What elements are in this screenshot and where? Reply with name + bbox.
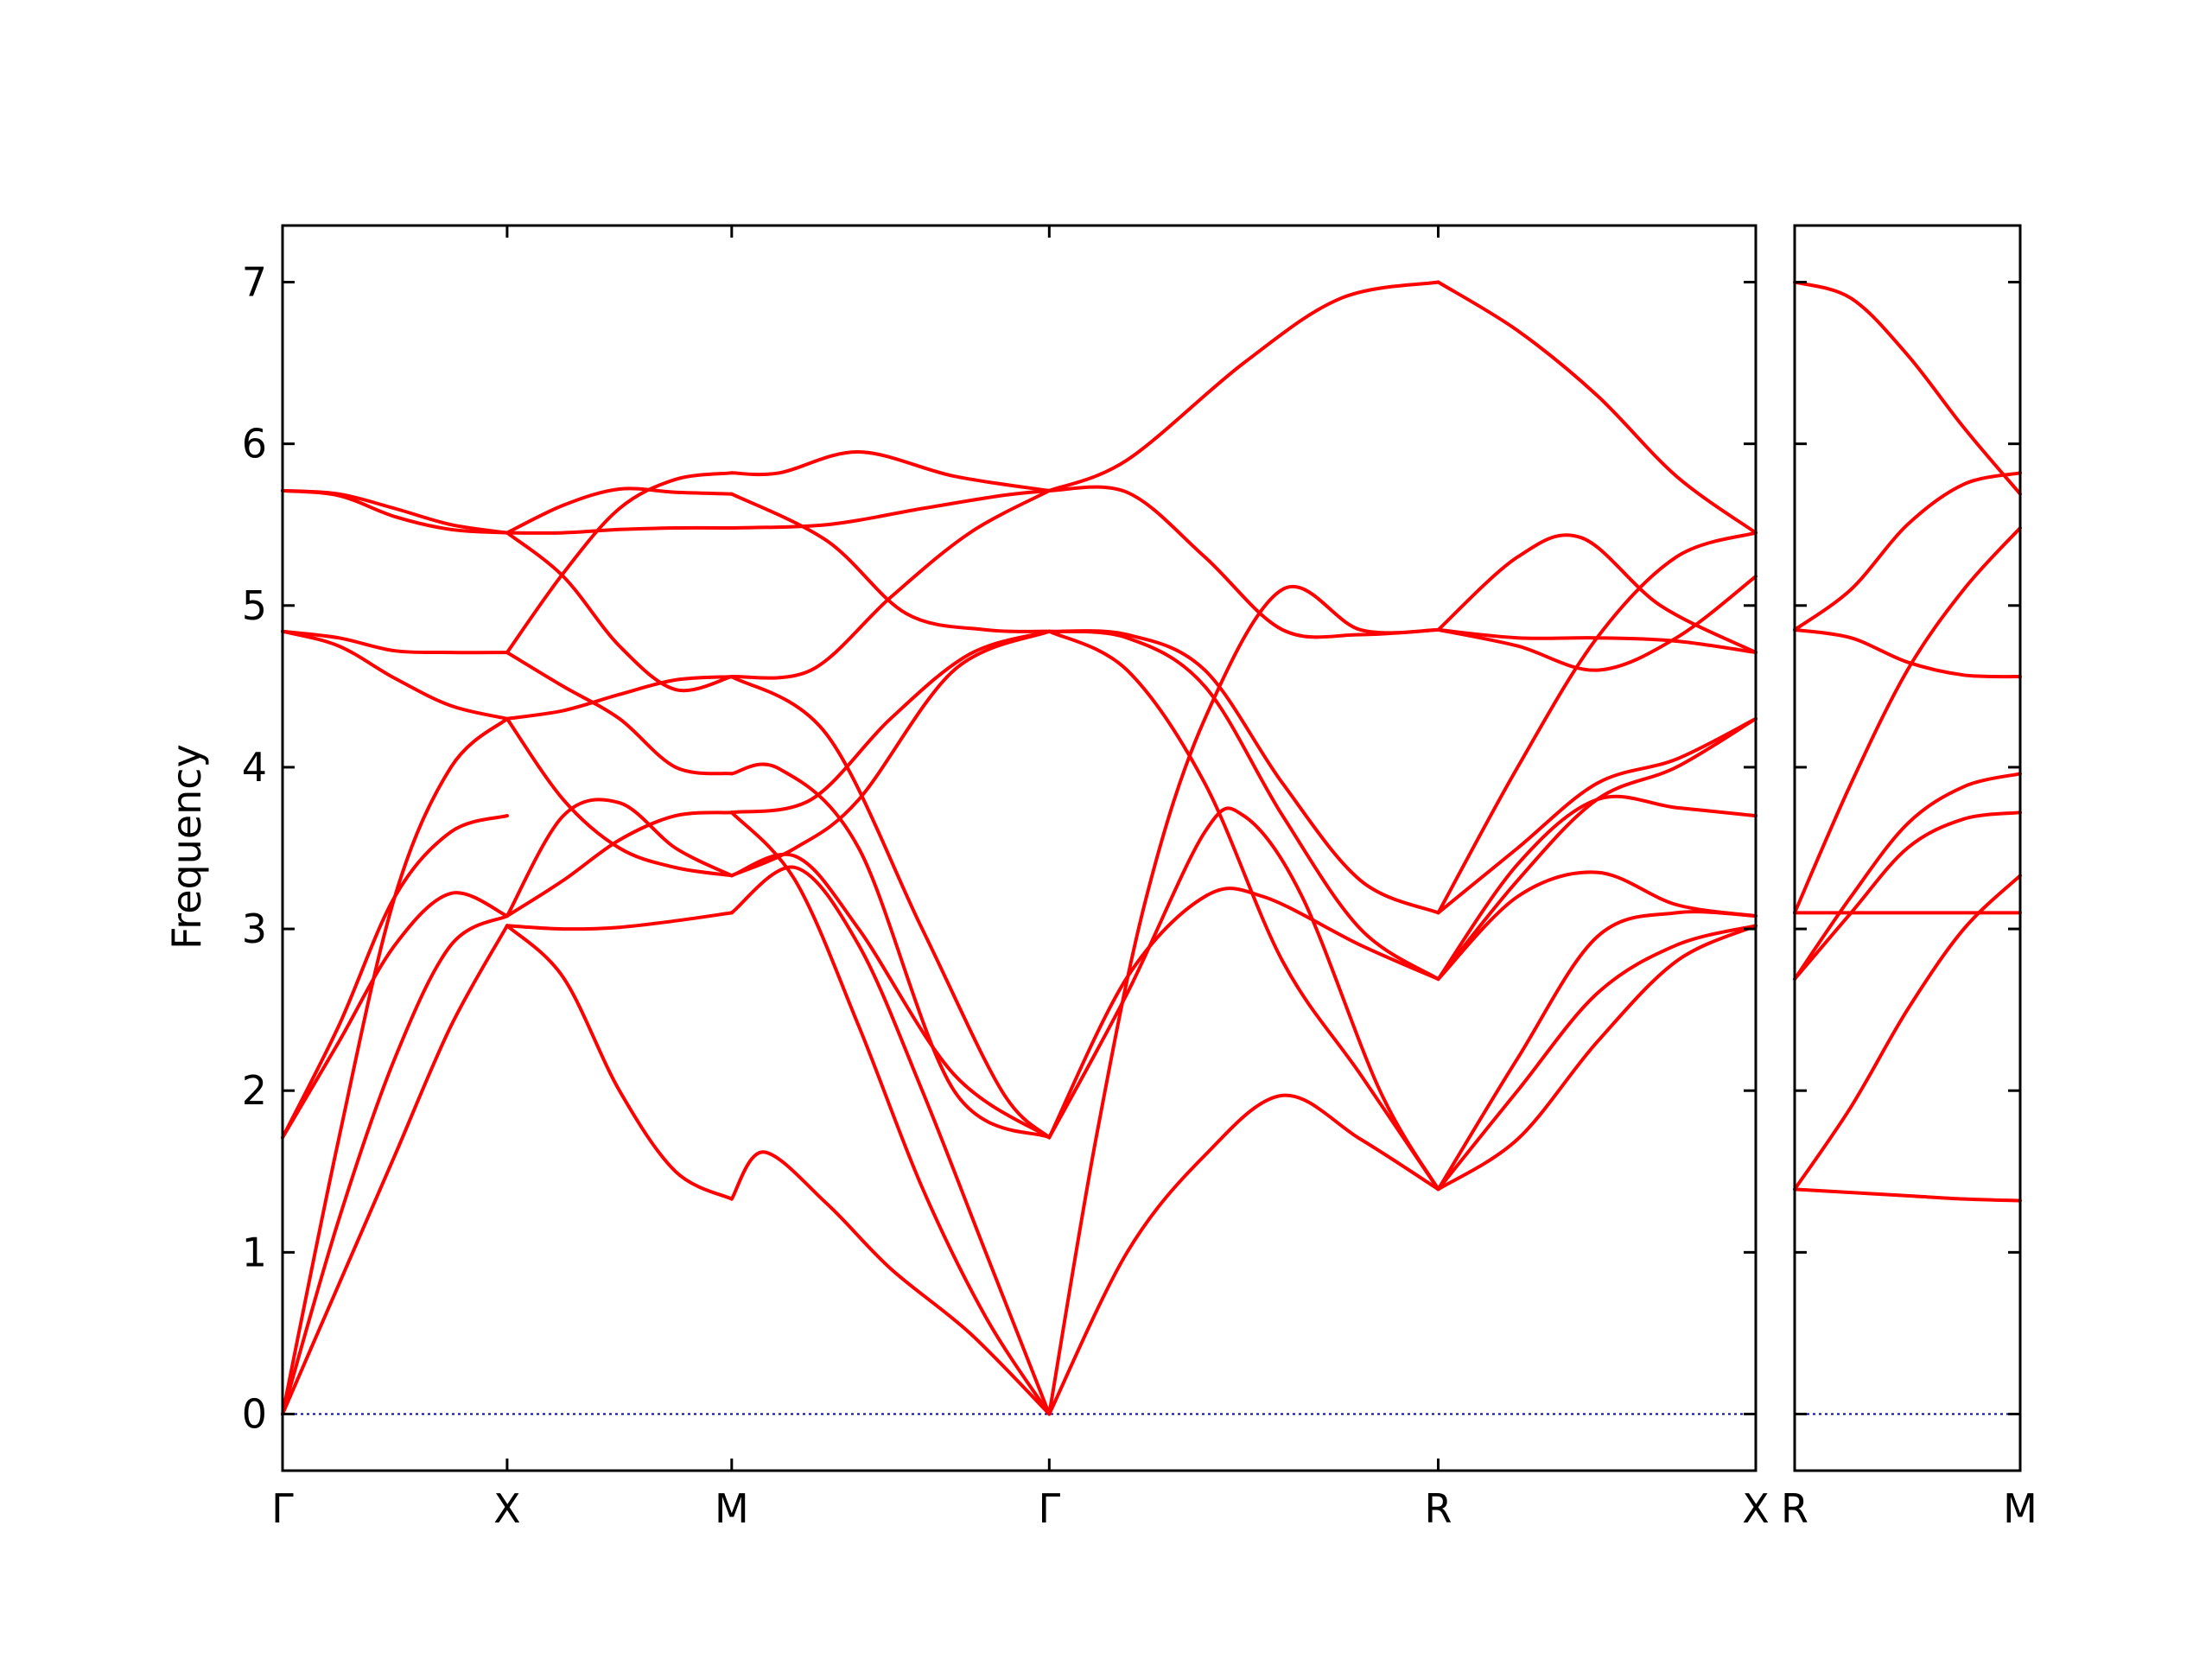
band-main-seg4-9 [1436,575,1758,672]
band-main-seg3-0 [1047,1093,1440,1416]
band-main-seg4-5 [1436,716,1758,982]
y-tick-label: 0 [242,1391,267,1438]
band-main-seg4-8 [1436,627,1758,655]
band-main-seg0-1 [281,914,509,1416]
x-tick-label-main: Γ [1039,1485,1061,1532]
band-main-seg2-11 [729,488,1052,530]
band-main-seg4-2 [1436,910,1758,1192]
band-main-seg0-8 [281,488,509,535]
band-main-seg1-8 [505,525,734,535]
band-main-seg3-5 [1047,629,1440,982]
y-tick-label: 3 [242,906,267,952]
band-main-seg3-8 [1047,280,1440,493]
x-tick-label-side: R [1781,1485,1808,1532]
y-tick-label: 5 [242,582,267,629]
band-main-seg2-1 [729,865,1052,1416]
y-axis-title: Frequency [163,744,210,950]
band-main-seg4-0 [1436,924,1758,1192]
band-side-seg0-0 [1793,1187,2022,1203]
band-main-seg2-2 [729,810,1052,1416]
band-side-seg0-8 [1793,280,2022,496]
band-side-seg0-6 [1793,627,2022,679]
band-main-seg1-2 [505,810,734,918]
band-main-seg1-5 [505,675,734,721]
band-main-seg1-0 [505,924,734,1201]
band-main-seg3-1 [1047,585,1440,1416]
band-main-seg0-0 [281,924,509,1416]
band-main-seg4-3 [1436,870,1758,982]
band-main-seg0-7 [281,488,509,535]
band-main-seg4-11 [1436,280,1758,535]
y-tick-label: 6 [242,421,267,467]
band-side-seg0-3 [1793,772,2022,982]
band-main-seg4-4 [1436,794,1758,982]
band-main-seg2-0 [729,1150,1052,1416]
x-tick-label-main: R [1425,1485,1452,1532]
plot-frame-side [1793,224,2022,1472]
band-main-seg2-5 [729,675,1052,1140]
band-main-seg2-4 [729,762,1052,1140]
band-main-seg0-6 [281,629,509,655]
band-main-seg4-6 [1436,716,1758,915]
band-main-seg1-4 [505,716,734,878]
band-main-seg1-3 [505,798,734,918]
band-main-seg3-7 [1047,485,1440,639]
band-side-seg0-5 [1793,526,2022,915]
band-main-seg2-7 [729,629,1052,878]
band-main-seg2-10 [729,492,1052,633]
bands-layer [281,280,2022,1416]
band-main-seg0-3 [281,814,509,1140]
y-tick-label: 2 [242,1067,267,1114]
band-main-seg0-5 [281,629,509,721]
band-main-seg2-8 [729,488,1052,680]
band-side-seg0-7 [1793,471,2022,632]
band-main-seg4-10 [1436,533,1758,655]
band-main-seg3-4 [1047,629,1440,1192]
band-main-seg1-1 [505,911,734,931]
band-main-seg1-9 [505,531,734,693]
band-main-seg4-1 [1436,924,1758,1192]
x-tick-label-main: M [715,1485,749,1532]
x-tick-label-main: Γ [271,1485,294,1532]
band-main-seg2-6 [729,629,1052,815]
x-tick-label-side: M [2003,1485,2037,1532]
y-tick-label: 7 [242,259,267,306]
band-main-seg2-9 [729,449,1052,493]
band-main-seg3-2 [1047,887,1440,1140]
band-main-seg0-2 [281,891,509,1140]
x-tick-label-main: X [1742,1485,1770,1532]
x-tick-label-main: X [493,1485,521,1532]
band-side-seg0-2 [1793,810,2022,982]
band-main-seg0-4 [281,716,509,1416]
band-main-seg3-6 [1047,629,1440,915]
band-main-seg2-3 [729,852,1052,1140]
plot-frame-main [281,224,1758,1472]
band-main-seg1-7 [505,471,734,655]
y-tick-label: 4 [242,744,267,791]
band-main-seg3-3 [1047,806,1440,1192]
band-main-seg1-10 [505,486,734,535]
band-main-seg1-6 [505,651,734,776]
band-side-seg0-1 [1793,874,2022,1192]
band-main-seg4-7 [1436,531,1758,915]
y-tick-label: 1 [242,1229,267,1275]
